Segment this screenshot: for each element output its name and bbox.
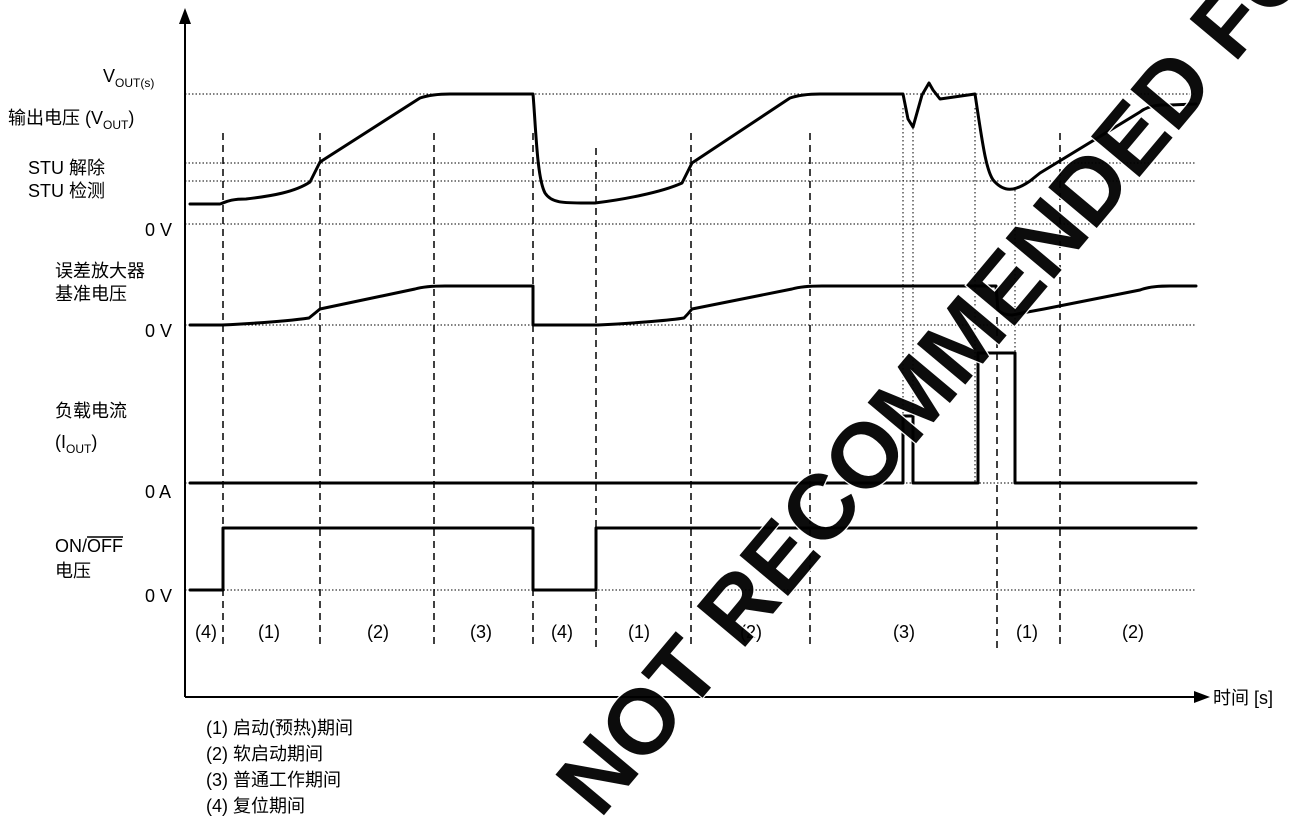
label-zero-v-2: 0 V xyxy=(145,321,172,341)
watermark: NOT RECOMMENDED FOR NEW DESIGN xyxy=(536,0,1312,830)
ea-ref-waveform xyxy=(188,284,1198,327)
label-zero-v-1: 0 V xyxy=(145,220,172,240)
off-overline-text: OFF xyxy=(87,536,123,556)
period-label: (2) xyxy=(1122,622,1144,642)
on-off-waveform xyxy=(188,526,1198,592)
period-label: (2) xyxy=(740,622,762,642)
legend-item: (2) 软启动期间 xyxy=(206,744,323,764)
legend: (1) 启动(预热)期间 (2) 软启动期间 (3) 普通工作期间 (4) 复位… xyxy=(206,718,353,816)
label-load-2: (IOUT) xyxy=(55,432,97,456)
waveforms xyxy=(188,81,1198,592)
legend-item: (1) 启动(预热)期间 xyxy=(206,718,353,738)
y-labels: VOUT(s) 输出电压 (VOUT) STU 解除 STU 检测 0 V 误差… xyxy=(8,66,172,606)
period-label: (3) xyxy=(893,622,915,642)
legend-item: (4) 复位期间 xyxy=(206,796,305,816)
x-axis-arrow-icon xyxy=(1194,691,1210,703)
label-zero-a: 0 A xyxy=(145,482,171,502)
legend-item: (3) 普通工作期间 xyxy=(206,770,341,790)
label-stu-release: STU 解除 xyxy=(28,158,105,178)
label-stu-detect: STU 检测 xyxy=(28,181,105,201)
period-label: (1) xyxy=(1016,622,1038,642)
x-axis-label: 时间 [s] xyxy=(1213,688,1273,708)
period-label: (1) xyxy=(628,622,650,642)
y-axis-arrow-icon xyxy=(179,8,191,24)
axes: 时间 [s] xyxy=(179,8,1273,708)
label-zero-v-3: 0 V xyxy=(145,586,172,606)
load-current-waveform xyxy=(188,351,1198,485)
period-boundaries xyxy=(222,108,1061,648)
label-on-off-2: 电压 xyxy=(55,561,91,581)
label-ea-ref-2: 基准电压 xyxy=(55,284,127,304)
period-label: (2) xyxy=(367,622,389,642)
vout-waveform xyxy=(188,81,1198,206)
period-label: (4) xyxy=(195,622,217,642)
watermark-text: NOT RECOMMENDED FOR NEW DESIGN xyxy=(537,0,1312,830)
label-vout-s: VOUT(s) xyxy=(103,66,154,90)
label-ea-ref-1: 误差放大器 xyxy=(55,261,145,281)
label-load-1: 负载电流 xyxy=(55,401,127,421)
period-label: (4) xyxy=(551,622,573,642)
period-label: (1) xyxy=(258,622,280,642)
label-on-off: ON/OFF xyxy=(55,536,123,556)
label-vout: 输出电压 (VOUT) xyxy=(8,108,134,132)
period-labels: (4) (1) (2) (3) (4) (1) (2) (3) (1) (2) xyxy=(195,622,1144,642)
period-label: (3) xyxy=(470,622,492,642)
